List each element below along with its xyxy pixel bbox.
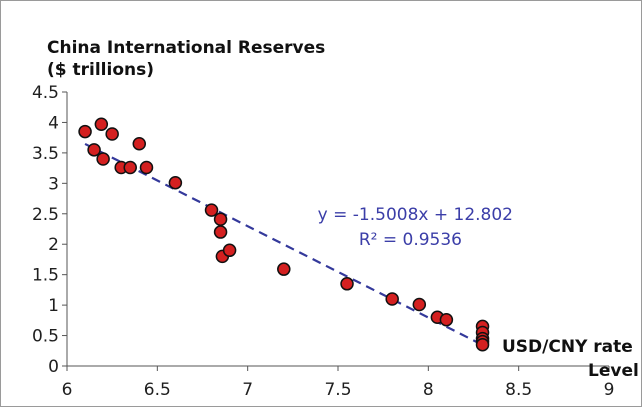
y-tick-label: 3.5 xyxy=(32,144,59,164)
chart-title-line-2: ($ trillions) xyxy=(47,60,154,80)
data-point xyxy=(78,124,92,139)
x-tick-label: 8 xyxy=(423,380,434,400)
x-tick-label: 6.5 xyxy=(144,380,171,400)
data-point xyxy=(439,312,454,327)
data-point xyxy=(123,160,137,175)
data-point xyxy=(96,152,110,166)
y-tick-label: 0 xyxy=(48,357,59,377)
data-point xyxy=(105,127,119,141)
y-tick-label: 4 xyxy=(48,113,59,133)
r-squared-label: R² = 0.9536 xyxy=(359,230,462,250)
x-tick-label: 6 xyxy=(62,380,73,400)
data-point xyxy=(277,262,291,276)
y-tick-label: 1 xyxy=(48,296,59,316)
x-tick-label: 9 xyxy=(604,380,615,400)
data-point xyxy=(168,175,183,190)
x-axis-label-line-1: USD/CNY rate xyxy=(502,337,633,357)
data-point xyxy=(213,212,228,227)
y-tick-label: 3 xyxy=(48,174,59,194)
data-point xyxy=(94,117,109,132)
data-point xyxy=(385,292,399,306)
x-tick-label: 7 xyxy=(242,380,253,400)
y-tick-label: 2 xyxy=(48,235,59,255)
data-point xyxy=(132,137,147,151)
chart-title-line-1: China International Reserves xyxy=(47,38,325,58)
x-tick-label: 7.5 xyxy=(324,380,351,400)
x-axis-label-line-2: Level xyxy=(588,361,639,381)
data-point xyxy=(412,297,427,312)
data-point xyxy=(340,277,354,291)
data-point xyxy=(222,243,237,258)
y-tick-label: 4.5 xyxy=(32,83,59,103)
x-tick-label: 8.5 xyxy=(505,380,532,400)
data-point xyxy=(213,225,228,239)
data-point xyxy=(204,203,219,217)
data-points xyxy=(78,117,490,352)
data-point xyxy=(475,337,490,352)
data-point xyxy=(139,160,154,175)
y-tick-label: 1.5 xyxy=(32,266,59,286)
data-point xyxy=(87,143,101,157)
y-tick-label: 2.5 xyxy=(32,205,59,225)
axes: 0 0.5 1 1.5 2 2.5 3 3.5 4 4.5 6 6.5 7 7.5 8 8.5 9 xyxy=(32,83,614,400)
trendline-equation: y = -1.5008x + 12.802 xyxy=(318,205,513,225)
y-tick-label: 0.5 xyxy=(32,327,59,347)
